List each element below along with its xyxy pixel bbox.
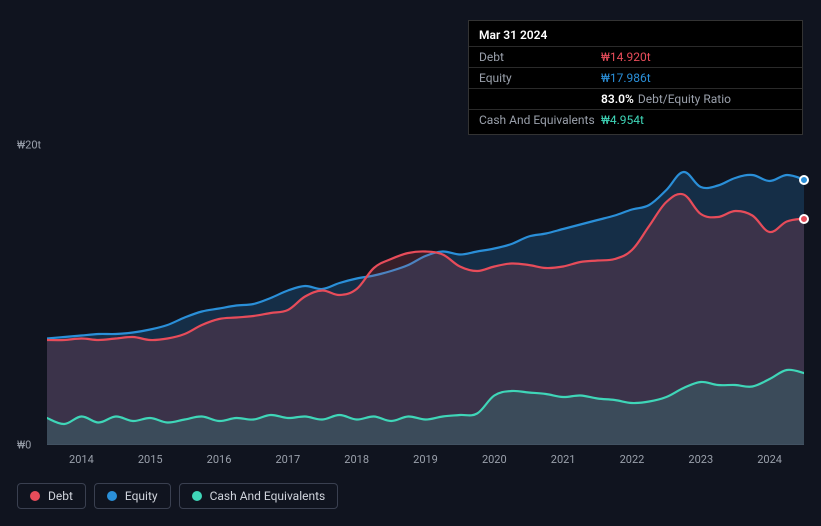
- legend-label: Cash And Equivalents: [210, 489, 326, 503]
- plot-area: [47, 145, 804, 445]
- x-axis-label: 2020: [482, 453, 507, 466]
- tooltip-rows: Debt₩14.920tEquity₩17.986t83.0%Debt/Equi…: [469, 46, 802, 130]
- tooltip-row: Debt₩14.920t: [469, 46, 802, 67]
- legend-label: Equity: [125, 489, 158, 503]
- legend-label: Debt: [48, 489, 73, 503]
- x-axis-label: 2021: [551, 453, 576, 466]
- legend-swatch: [192, 491, 202, 501]
- tooltip-value: ₩4.954t: [601, 111, 644, 129]
- y-axis-label: ₩20t: [17, 139, 47, 152]
- x-axis-label: 2024: [757, 453, 782, 466]
- tooltip-label: Equity: [479, 69, 601, 87]
- tooltip-date: Mar 31 2024: [469, 25, 802, 46]
- legend: Debt Equity Cash And Equivalents: [17, 483, 338, 509]
- tooltip-label: [479, 90, 601, 108]
- legend-item-equity[interactable]: Equity: [94, 483, 171, 509]
- tooltip-row: 83.0%Debt/Equity Ratio: [469, 88, 802, 109]
- y-axis-label: ₩0: [17, 439, 47, 452]
- tooltip-row: Equity₩17.986t: [469, 67, 802, 88]
- x-axis-label: 2019: [413, 453, 438, 466]
- legend-swatch: [30, 491, 40, 501]
- x-axis-label: 2023: [688, 453, 713, 466]
- x-axis-label: 2022: [620, 453, 645, 466]
- tooltip-row: Cash And Equivalents₩4.954t: [469, 109, 802, 130]
- x-axis-label: 2018: [344, 453, 369, 466]
- x-axis-label: 2016: [207, 453, 232, 466]
- legend-swatch: [107, 491, 117, 501]
- legend-item-cash-and-equivalents[interactable]: Cash And Equivalents: [179, 483, 339, 509]
- debt-equity-chart[interactable]: 2014 2015 2016 2017 2018 2019 2020 2021 2022 2023…: [17, 120, 804, 470]
- tooltip-ratio-pct: 83.0%: [601, 90, 634, 108]
- tooltip-label: Cash And Equivalents: [479, 111, 601, 129]
- tooltip-value: ₩14.920t: [601, 48, 651, 66]
- x-axis-label: 2015: [138, 453, 163, 466]
- x-axis-label: 2014: [69, 453, 94, 466]
- chart-svg: [47, 145, 804, 445]
- x-axis: 2014 2015 2016 2017 2018 2019 2020 2021 2022 2023…: [47, 450, 804, 470]
- tooltip-ratio-label: Debt/Equity Ratio: [638, 90, 731, 108]
- tooltip-label: Debt: [479, 48, 601, 66]
- series-end-marker: [799, 175, 809, 185]
- tooltip-value: ₩17.986t: [601, 69, 651, 87]
- series-end-marker: [799, 214, 809, 224]
- x-axis-label: 2017: [275, 453, 300, 466]
- chart-tooltip: Mar 31 2024 Debt₩14.920tEquity₩17.986t83…: [468, 20, 803, 135]
- legend-item-debt[interactable]: Debt: [17, 483, 86, 509]
